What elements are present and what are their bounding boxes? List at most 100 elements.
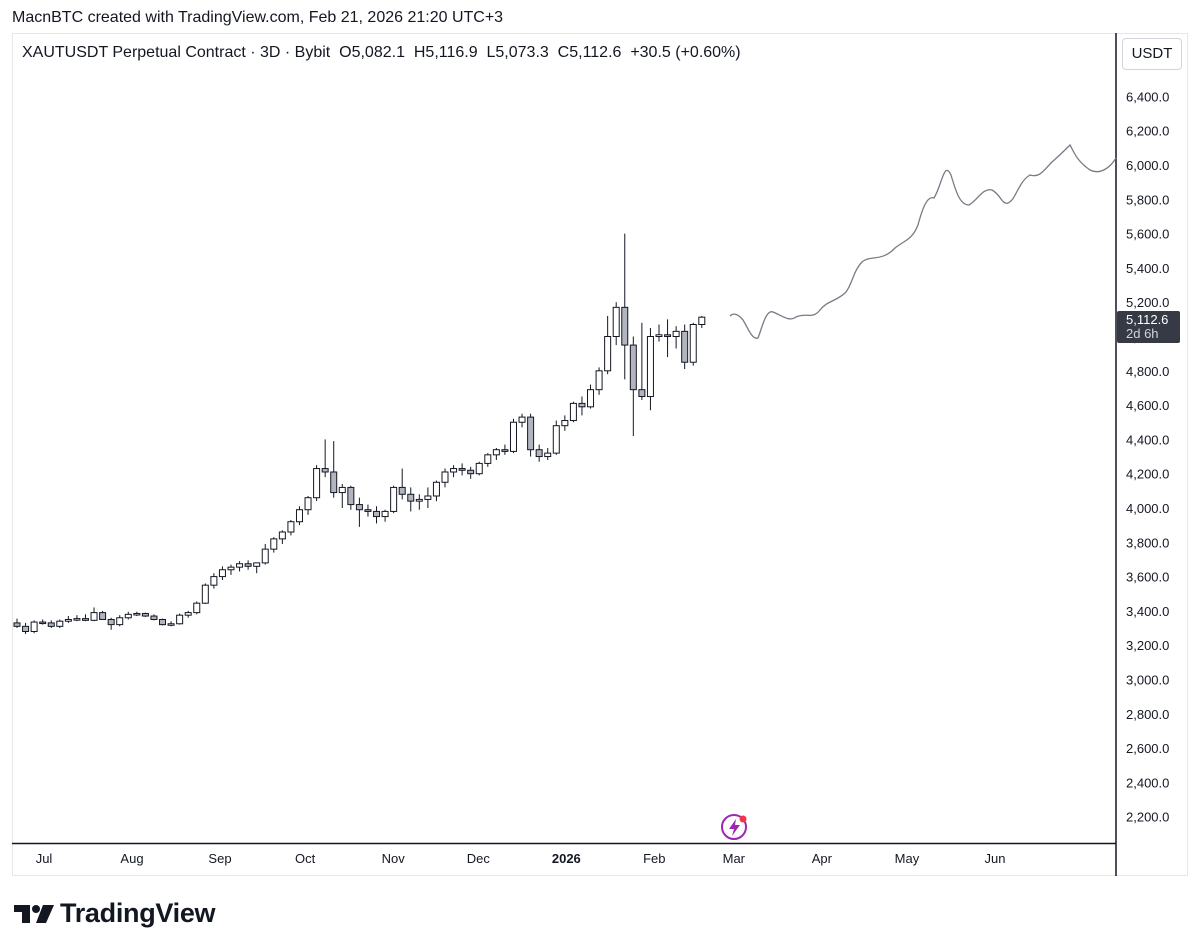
candle-body	[398, 486, 406, 495]
candle-body	[210, 576, 218, 586]
price-tick-label: 5,200.0	[1126, 295, 1169, 310]
candle	[321, 439, 329, 478]
candle	[527, 413, 535, 457]
candle	[227, 564, 235, 575]
candle	[518, 413, 526, 428]
candle-body	[441, 471, 449, 483]
candle-body	[39, 621, 47, 625]
tradingview-logo[interactable]: TradingView	[14, 898, 216, 929]
candle-body	[133, 612, 141, 616]
bar-countdown: 2d 6h	[1126, 326, 1159, 341]
candle-body	[22, 625, 30, 632]
candle-body	[527, 416, 535, 451]
price-tick-label: 4,600.0	[1126, 398, 1169, 413]
candle	[604, 315, 612, 375]
candle	[107, 617, 115, 630]
candle	[646, 327, 654, 411]
candle	[270, 537, 278, 553]
candle-body	[407, 493, 415, 502]
candle	[193, 601, 201, 615]
price-tick-label: 2,800.0	[1126, 707, 1169, 722]
candle-body	[193, 602, 201, 614]
candle	[664, 319, 672, 358]
candle	[424, 487, 432, 508]
candle	[210, 573, 218, 589]
price-tick-label: 5,600.0	[1126, 227, 1169, 242]
time-scale[interactable]: Jul Aug Sep Oct Nov Dec 2026 Feb Mar Apr May Jun	[36, 851, 1006, 866]
candle	[124, 611, 132, 620]
candle-body	[364, 509, 372, 512]
price-tick-label: 4,800.0	[1126, 364, 1169, 379]
candle	[578, 396, 586, 416]
symbol-title[interactable]: XAUTUSDT Perpetual Contract · 3D · Bybit	[22, 44, 331, 61]
candle-body	[689, 323, 697, 363]
candle-body	[484, 454, 492, 464]
candle	[201, 583, 209, 605]
candle-body	[73, 618, 81, 621]
candle-body	[30, 621, 38, 632]
candle	[167, 621, 175, 627]
candle	[364, 504, 372, 517]
ohlc-low: L5,073.3	[486, 44, 549, 61]
candle-body	[587, 389, 595, 408]
candle-body	[347, 486, 355, 506]
currency-button[interactable]: USDT	[1122, 38, 1182, 70]
candle-body	[116, 617, 124, 626]
price-tick-label: 2,400.0	[1126, 775, 1169, 790]
candle	[492, 447, 500, 460]
price-tick-label: 4,000.0	[1126, 501, 1169, 516]
candle-body	[561, 420, 569, 427]
candle	[595, 367, 603, 395]
lightning-icon[interactable]	[721, 814, 747, 840]
candle	[30, 620, 38, 634]
candle-body	[56, 620, 64, 627]
candle-body	[64, 618, 72, 622]
candle	[672, 326, 680, 349]
candle-body	[313, 468, 321, 499]
candle	[90, 607, 98, 622]
chart-attribution: MacnBTC created with TradingView.com, Fe…	[12, 9, 504, 26]
candle-body	[450, 468, 458, 473]
time-tick-label: Feb	[643, 851, 665, 866]
candle	[629, 336, 637, 436]
candle-body	[655, 334, 663, 338]
candle	[544, 447, 552, 460]
candle	[141, 612, 149, 617]
candle-body	[552, 425, 560, 454]
candle	[218, 566, 226, 581]
time-tick-label: Jul	[36, 851, 53, 866]
candle-body	[321, 468, 329, 473]
candle-body	[338, 486, 346, 494]
candle-body	[218, 569, 226, 578]
price-tick-label: 3,600.0	[1126, 570, 1169, 585]
candle-body	[390, 486, 398, 512]
candle-body	[424, 495, 432, 500]
candle-body	[544, 452, 552, 458]
candle-body	[467, 469, 475, 475]
candle	[484, 453, 492, 467]
candle-body	[244, 563, 252, 567]
candle	[116, 615, 124, 627]
price-scale[interactable]: 2,200.0 2,400.0 2,600.0 2,800.0 3,000.0 3,200…	[1126, 89, 1169, 824]
symbol-legend[interactable]: XAUTUSDT Perpetual Contract · 3D · Bybit…	[22, 44, 741, 62]
candle	[13, 618, 21, 629]
candle	[39, 619, 47, 625]
brand-name: TradingView	[60, 898, 216, 928]
candle-body	[664, 334, 672, 338]
time-tick-label: May	[895, 851, 920, 866]
candle-body	[236, 563, 244, 568]
candle	[681, 324, 689, 370]
candle-body	[81, 618, 89, 621]
candle	[56, 619, 64, 629]
candle-body	[492, 449, 500, 456]
candle	[441, 468, 449, 488]
candle-body	[432, 481, 440, 497]
candle-body	[612, 306, 620, 338]
candle	[390, 485, 398, 514]
price-tick-label: 3,200.0	[1126, 638, 1169, 653]
candle-body	[330, 471, 338, 494]
candle	[373, 506, 381, 524]
candle-body	[638, 389, 646, 398]
price-tick-label: 6,200.0	[1126, 124, 1169, 139]
